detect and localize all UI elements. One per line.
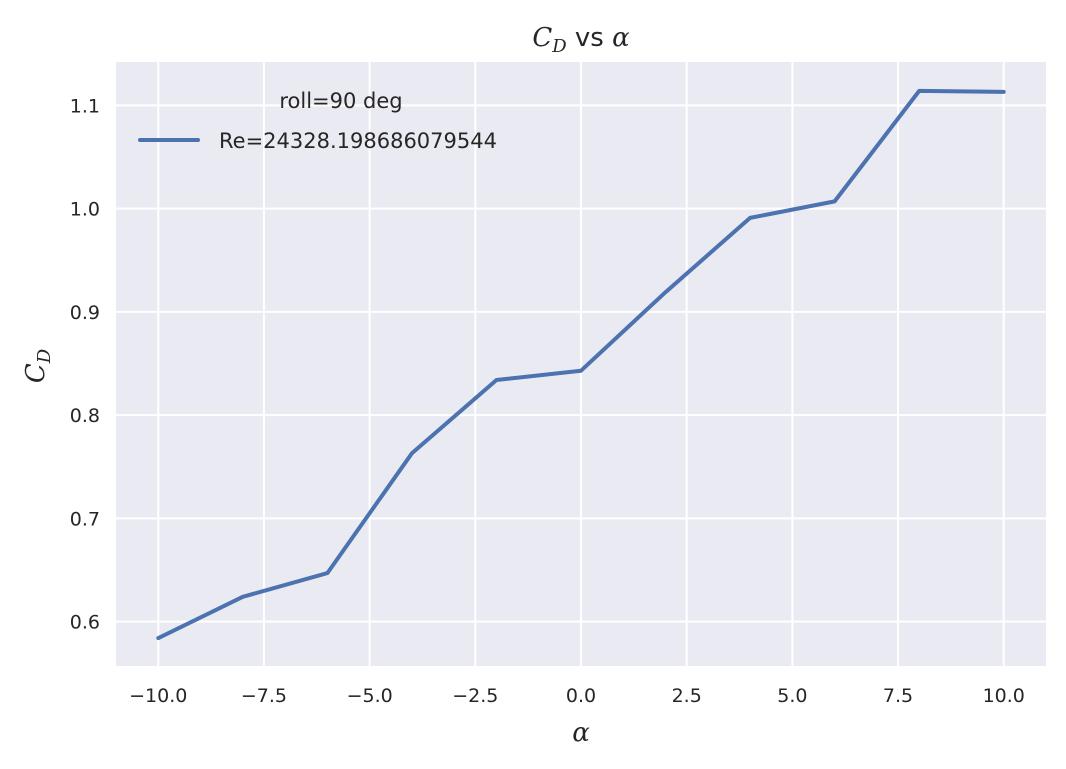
legend: roll=90 deg Re=24328.198686079544 bbox=[138, 89, 497, 153]
data-point bbox=[410, 451, 414, 455]
data-point bbox=[325, 571, 329, 575]
chart-title: CD vs α bbox=[532, 23, 630, 57]
data-point bbox=[1002, 90, 1006, 94]
x-tick-labels: −10.0 −7.5 −5.0 −2.5 0.0 2.5 5.0 7.5 10.0 bbox=[129, 685, 1025, 707]
series-layer bbox=[156, 88, 1006, 641]
y-tick-label: 1.0 bbox=[70, 199, 100, 221]
y-grid bbox=[116, 104, 1046, 623]
x-tick-label: 2.5 bbox=[672, 685, 702, 707]
y-tick-label: 1.1 bbox=[70, 95, 100, 117]
legend-title: roll=90 deg bbox=[279, 89, 402, 113]
x-tick-label: 0.0 bbox=[566, 685, 596, 707]
data-point bbox=[833, 199, 837, 203]
data-point bbox=[748, 216, 752, 220]
data-point bbox=[664, 290, 668, 294]
x-tick-label: 10.0 bbox=[983, 685, 1025, 707]
x-tick-label: −2.5 bbox=[452, 685, 498, 707]
x-tick-label: −7.5 bbox=[241, 685, 287, 707]
x-tick-label: −5.0 bbox=[347, 685, 393, 707]
y-axis-label: CD bbox=[21, 348, 55, 383]
x-tick-label: −10.0 bbox=[129, 685, 187, 707]
y-tick-label: 0.7 bbox=[70, 508, 100, 530]
x-tick-label: 5.0 bbox=[777, 685, 807, 707]
y-tick-labels: 0.6 0.7 0.8 0.9 1.0 1.1 bbox=[70, 95, 100, 633]
data-point bbox=[241, 595, 245, 599]
data-point bbox=[917, 89, 921, 93]
y-tick-label: 0.8 bbox=[70, 405, 100, 427]
x-tick-label: 7.5 bbox=[883, 685, 913, 707]
y-tick-label: 0.6 bbox=[70, 612, 100, 634]
y-tick-label: 0.9 bbox=[70, 302, 100, 324]
data-point bbox=[579, 369, 583, 373]
legend-entry-label: Re=24328.198686079544 bbox=[219, 129, 497, 153]
data-point bbox=[156, 636, 160, 640]
data-point bbox=[494, 378, 498, 382]
x-axis-label: α bbox=[572, 718, 590, 748]
x-grid bbox=[157, 62, 1005, 666]
